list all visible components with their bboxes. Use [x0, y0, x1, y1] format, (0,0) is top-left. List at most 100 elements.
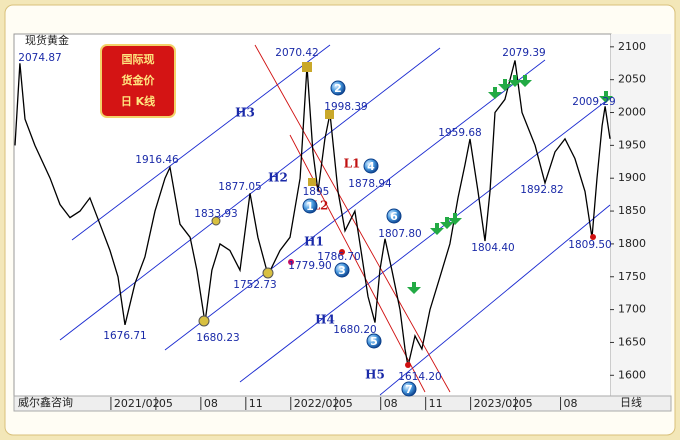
arrow — [448, 213, 462, 225]
price-label: 1878.94 — [348, 178, 392, 190]
arrow — [440, 217, 454, 229]
marker — [262, 267, 274, 279]
x-tick-label: 2021/02 — [114, 397, 160, 410]
x-axis-band — [13, 395, 672, 412]
marker — [302, 62, 312, 72]
x-tick-label: 08 — [204, 397, 218, 410]
wave-number: 5 — [370, 335, 378, 348]
wave-bubble — [401, 381, 417, 397]
y-axis-band — [611, 34, 671, 396]
channel-line — [254, 44, 451, 393]
y-tick-label: 2100 — [618, 40, 646, 53]
y-tick-label: 1600 — [618, 368, 646, 381]
x-tick-label: 11 — [249, 397, 263, 410]
channel-lines — [59, 44, 611, 396]
channel-label: H5 — [365, 368, 385, 382]
wave-number: 3 — [338, 264, 346, 277]
x-tick-label: 2023/02 — [474, 397, 520, 410]
price-label: 1892.82 — [520, 184, 563, 196]
marker — [211, 216, 221, 226]
x-tick-label: 05 — [339, 397, 353, 410]
arrow — [430, 223, 444, 235]
price-label: 1895 — [303, 186, 330, 198]
price-label: 2070.42 — [275, 47, 318, 59]
x-tick-label: 05 — [519, 397, 533, 410]
price-label: 1779.90 — [288, 260, 331, 272]
badge-box — [100, 44, 176, 118]
price-line — [14, 60, 611, 367]
wave-bubble — [386, 208, 402, 224]
wave-number: 7 — [405, 383, 413, 396]
channel-label: H3 — [235, 106, 255, 120]
price-label: 2079.39 — [502, 47, 545, 59]
wave-bubble — [330, 80, 346, 96]
price-label: 1614.20 — [398, 371, 441, 383]
wave-bubble — [363, 158, 379, 174]
badge: 国际现 货金价 日 K线 — [100, 44, 176, 118]
wave-number: 4 — [367, 160, 375, 173]
price-label: 1959.68 — [438, 127, 481, 139]
channel-label: H1 — [304, 235, 324, 249]
channel-label: H2 — [268, 171, 288, 185]
price-label: 1676.71 — [103, 330, 146, 342]
y-tick-label: 1750 — [618, 270, 646, 283]
period-label: 日线 — [620, 395, 642, 409]
wave-bubble — [366, 333, 382, 349]
marker — [288, 259, 294, 265]
price-label: 1680.20 — [333, 324, 376, 336]
y-tick-label: 1700 — [618, 303, 646, 316]
channel-line — [379, 204, 611, 396]
badge-line: 日 K线 — [121, 94, 155, 108]
marker — [405, 362, 411, 368]
x-tick-label: 11 — [429, 397, 443, 410]
channel-label: L1 — [344, 157, 361, 171]
price-label: 1877.05 — [218, 181, 261, 193]
price-label: 1786.70 — [317, 251, 360, 263]
arrow — [488, 87, 502, 99]
markers — [198, 62, 596, 368]
arrow — [498, 79, 512, 91]
x-tick-label: 08 — [384, 397, 398, 410]
badge-line: 货金价 — [121, 73, 156, 87]
y-tick-label: 1800 — [618, 237, 646, 250]
channel-label: H4 — [315, 313, 335, 327]
price-label: 1752.73 — [233, 279, 276, 291]
arrow — [599, 91, 613, 103]
channel-line — [164, 59, 546, 351]
y-tick-label: 1650 — [618, 335, 646, 348]
price-label: 1807.80 — [378, 228, 421, 240]
x-tick-label: 08 — [564, 397, 578, 410]
price-label: 1809.50 — [568, 239, 611, 251]
price-label: 1916.46 — [135, 154, 179, 166]
arrow — [508, 75, 522, 87]
y-tick-label: 2000 — [618, 106, 646, 119]
marker — [325, 110, 334, 119]
y-tick-label: 1850 — [618, 204, 646, 217]
marker — [339, 249, 345, 255]
channel-line — [239, 97, 611, 383]
wave-number: 6 — [390, 210, 398, 223]
wave-bubble — [334, 262, 350, 278]
channel-line — [71, 44, 331, 241]
price-label: 1998.39 — [324, 101, 367, 113]
x-tick-label: 2022/02 — [294, 397, 340, 410]
price-label: 1833.93 — [194, 208, 237, 220]
arrow — [518, 75, 532, 87]
signal-arrows — [407, 75, 613, 294]
arrow — [407, 282, 421, 294]
chart-title: 现货黄金 — [25, 33, 69, 47]
price-label: 2009.29 — [572, 96, 615, 108]
y-tick-label: 1900 — [618, 171, 646, 184]
wave-bubble — [302, 198, 318, 214]
marker — [198, 315, 210, 327]
price-label: 2074.87 — [18, 52, 61, 64]
wave-number: 2 — [334, 82, 342, 95]
channel-line — [289, 134, 426, 393]
marker — [308, 178, 316, 186]
badge-line: 国际现 — [122, 52, 155, 66]
price-label: 1680.23 — [196, 332, 239, 344]
wave-number: 1 — [306, 200, 314, 213]
x-tick-label: 05 — [159, 397, 173, 410]
y-tick-label: 2050 — [618, 73, 646, 86]
